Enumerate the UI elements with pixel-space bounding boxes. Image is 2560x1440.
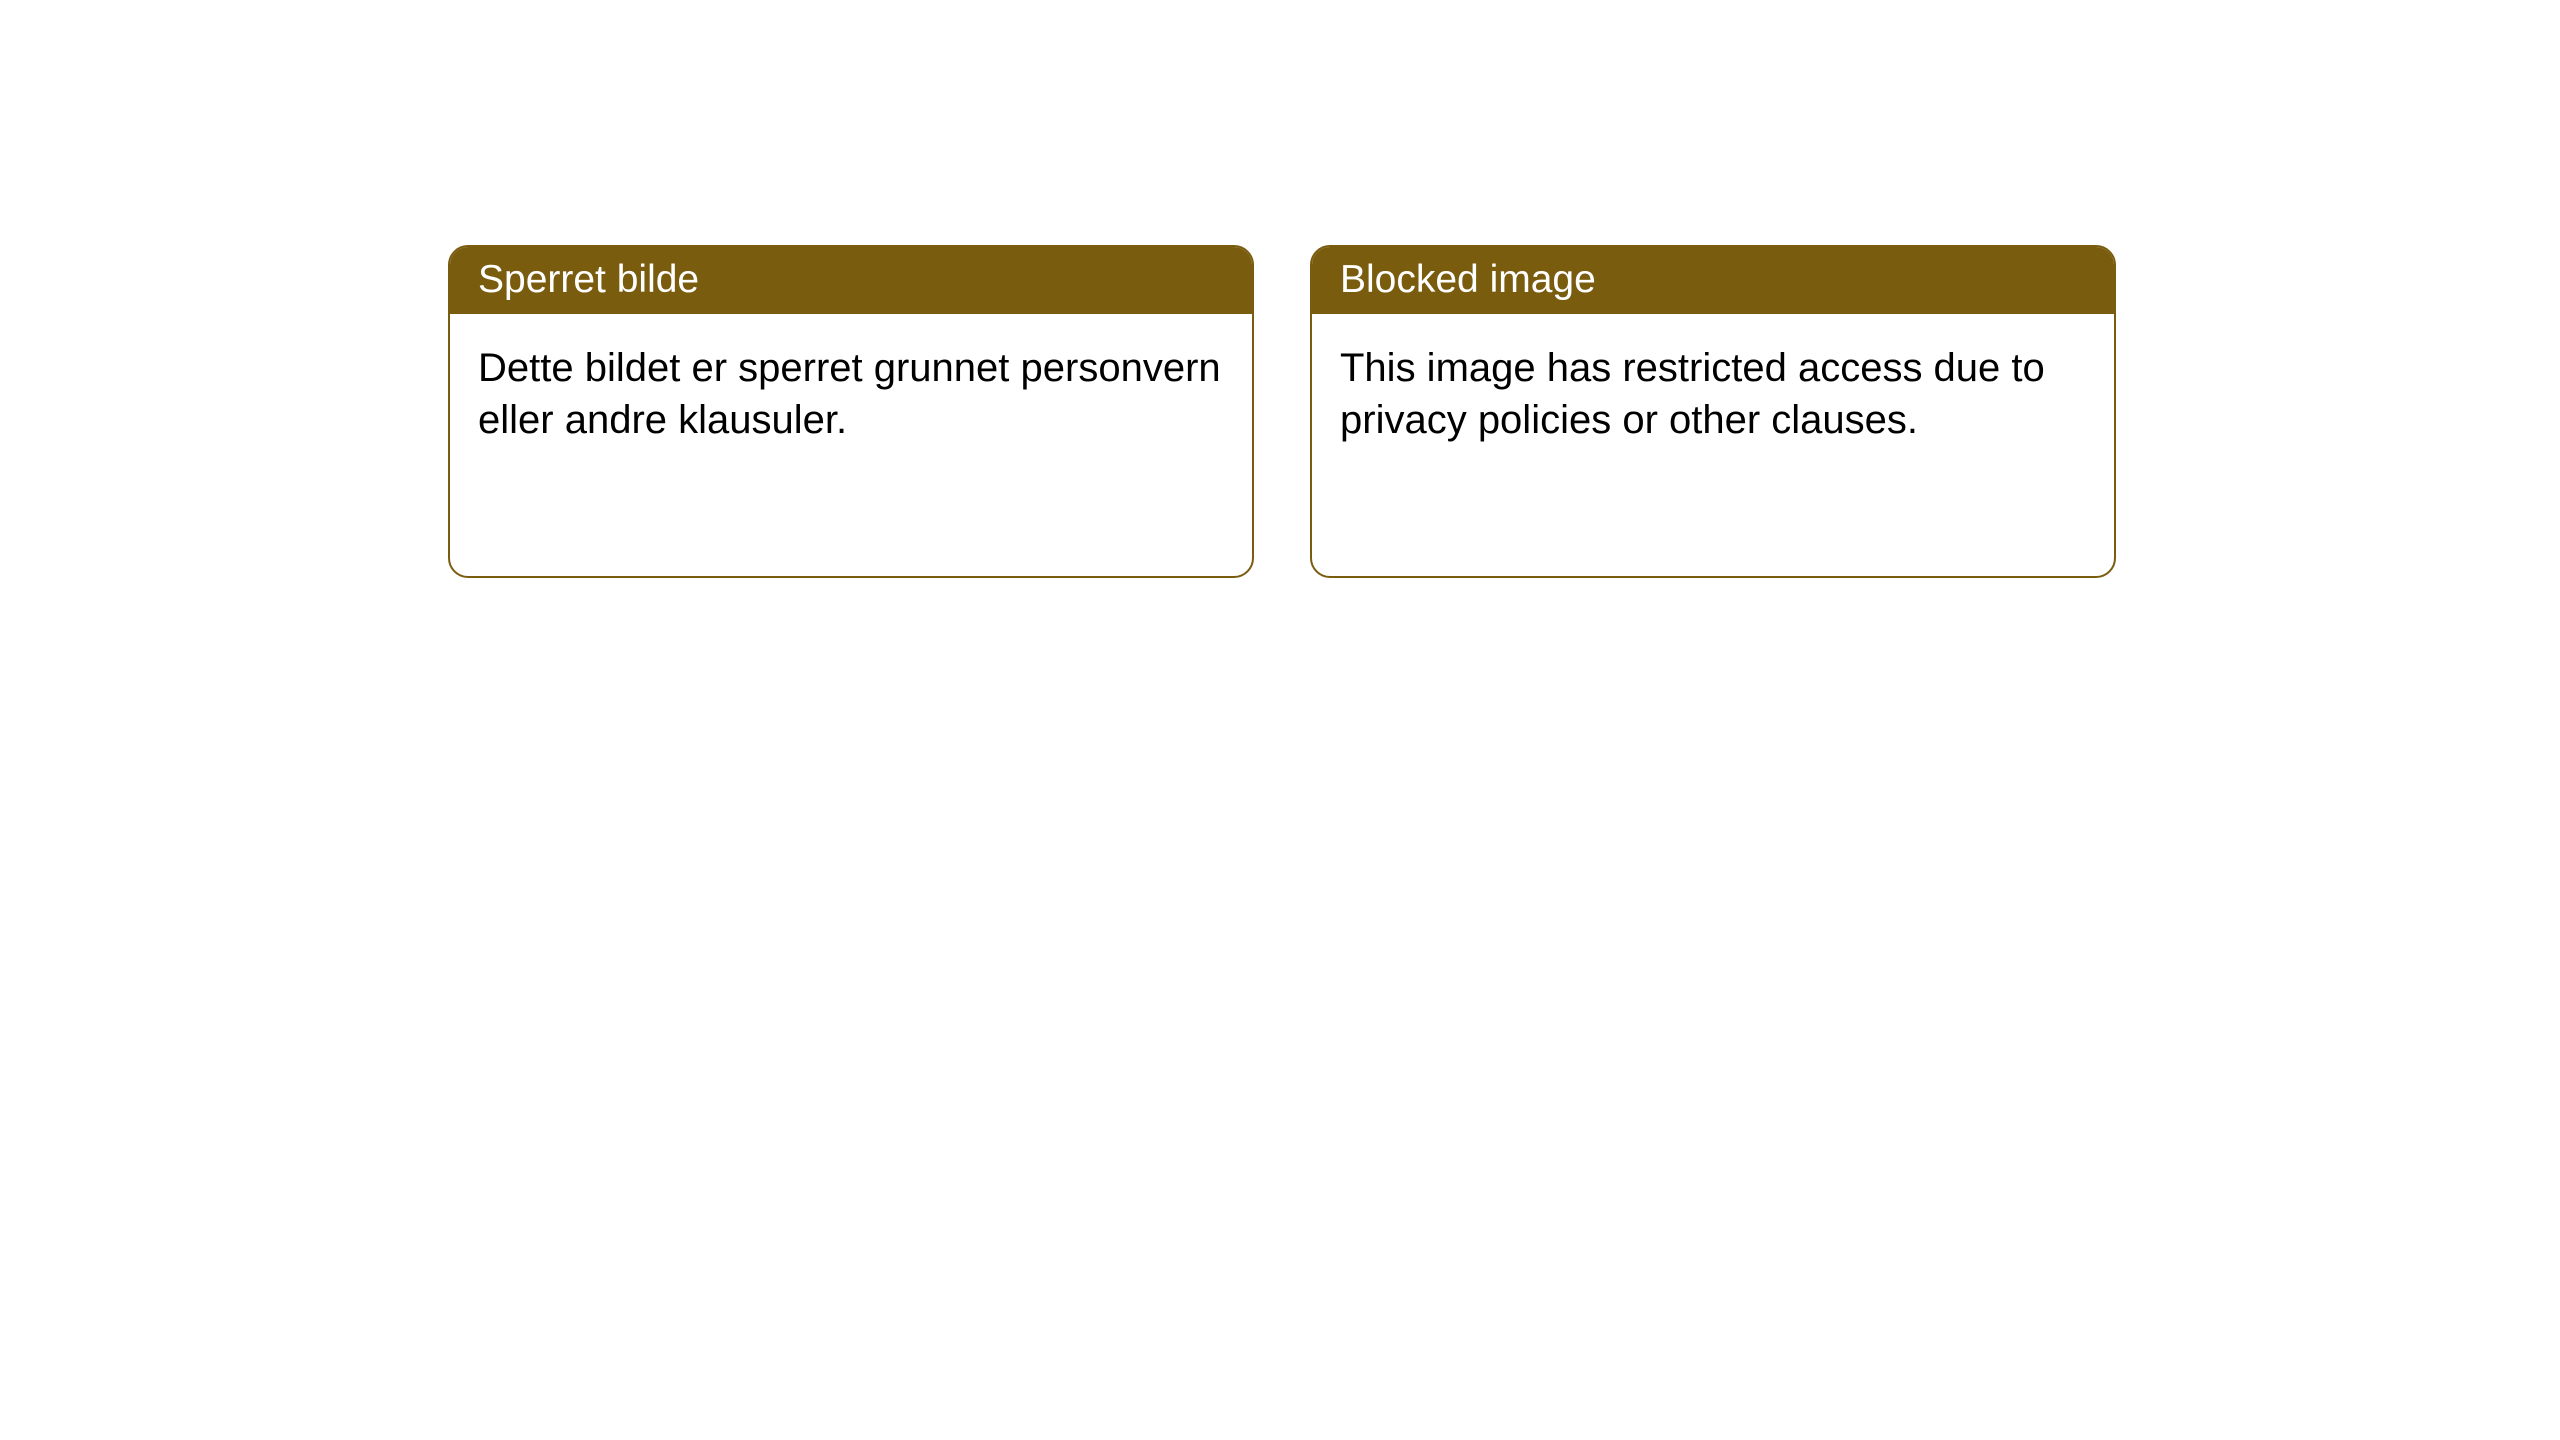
notice-body-english: This image has restricted access due to … [1312, 314, 2114, 474]
notice-text-norwegian: Dette bildet er sperret grunnet personve… [478, 346, 1221, 442]
notice-title-english: Blocked image [1340, 258, 1596, 301]
notice-title-norwegian: Sperret bilde [478, 258, 699, 301]
notice-header-norwegian: Sperret bilde [450, 247, 1252, 314]
notice-card-norwegian: Sperret bilde Dette bildet er sperret gr… [448, 245, 1254, 578]
notice-header-english: Blocked image [1312, 247, 2114, 314]
notice-body-norwegian: Dette bildet er sperret grunnet personve… [450, 314, 1252, 474]
notice-text-english: This image has restricted access due to … [1340, 346, 2045, 442]
notice-card-english: Blocked image This image has restricted … [1310, 245, 2116, 578]
notice-container: Sperret bilde Dette bildet er sperret gr… [448, 245, 2116, 578]
